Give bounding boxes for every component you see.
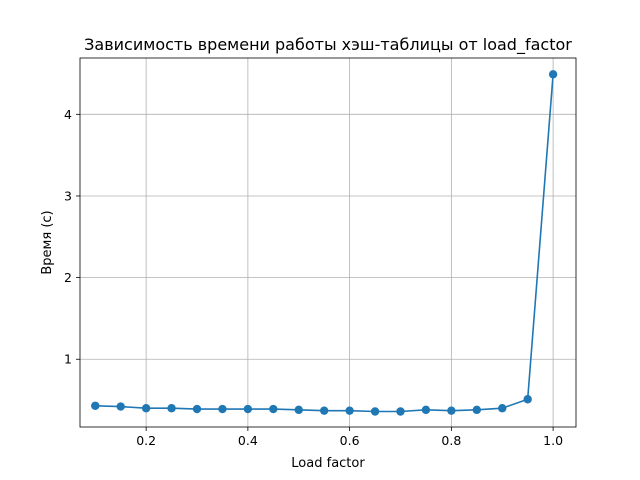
data-point [167, 404, 176, 413]
x-tick-label: 0.4 [238, 433, 258, 448]
data-point [447, 406, 456, 415]
chart-title: Зависимость времени работы хэш-таблицы о… [84, 35, 572, 55]
data-point [472, 405, 481, 415]
y-tick-label: 2 [64, 270, 72, 285]
data-point [218, 404, 227, 414]
x-axis-label: Load factor [291, 456, 365, 471]
data-point [141, 404, 151, 413]
data-point [345, 406, 354, 415]
data-point [269, 404, 278, 414]
data-point [294, 405, 303, 415]
grid [80, 58, 576, 427]
y-tick-label: 1 [64, 352, 72, 367]
data-point [116, 402, 125, 411]
data-point [498, 404, 507, 413]
plot-frame [79, 57, 577, 428]
data-point [396, 407, 405, 416]
data-point [421, 405, 431, 415]
data-point [91, 401, 100, 410]
data-point [319, 406, 329, 415]
y-axis-label: Время (с) [40, 210, 55, 274]
x-tick-label: 0.8 [441, 433, 461, 448]
y-tick-label: 4 [64, 107, 72, 122]
data-point [548, 70, 558, 79]
series-layer [91, 70, 558, 416]
data-point [243, 404, 253, 414]
data-point [523, 395, 532, 404]
x-tick-label: 1.0 [543, 433, 563, 448]
data-point [192, 404, 202, 414]
y-tick-label: 3 [64, 188, 72, 203]
ticks: 0.2 0.4 0.6 0.8 1.0 1 2 3 4 [64, 107, 563, 448]
x-tick-label: 0.2 [136, 433, 156, 448]
x-tick-label: 0.6 [340, 433, 360, 448]
series-line [95, 74, 554, 413]
data-point [370, 407, 380, 416]
